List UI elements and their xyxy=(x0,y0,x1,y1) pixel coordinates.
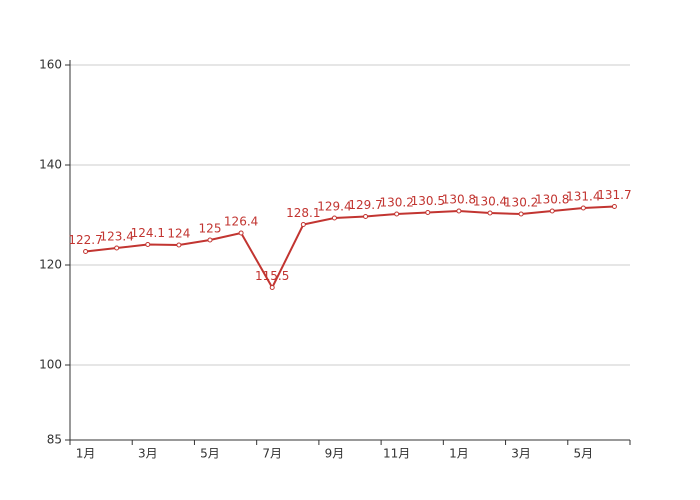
point xyxy=(425,210,431,215)
value-label: 130.8 xyxy=(442,193,476,207)
value-label: 130.8 xyxy=(535,193,569,207)
x-tick-label: 3月 xyxy=(138,447,158,461)
x-tick-label: 1月 xyxy=(449,447,469,461)
x-tick-label: 9月 xyxy=(325,447,345,461)
x-tick-label: 5月 xyxy=(574,447,594,461)
x-tick-label: 3月 xyxy=(511,447,531,461)
value-label: 131.4 xyxy=(566,190,600,204)
y-tick-label: 85 xyxy=(47,433,62,447)
point xyxy=(83,249,89,254)
line xyxy=(85,205,615,290)
point xyxy=(207,237,213,243)
value-label: 130.2 xyxy=(504,196,538,210)
point xyxy=(611,204,617,209)
point xyxy=(238,230,244,236)
point xyxy=(176,242,182,248)
point xyxy=(394,211,400,217)
value-label: 130.4 xyxy=(473,195,507,209)
point xyxy=(456,208,462,214)
y-tick-label: 160 xyxy=(39,58,62,72)
value-label: 128.1 xyxy=(286,206,320,220)
value-label: 130.2 xyxy=(379,196,413,210)
value-label: 129.7 xyxy=(348,198,382,212)
point xyxy=(114,245,120,251)
point xyxy=(145,242,151,247)
point xyxy=(300,222,306,227)
value-label: 130.5 xyxy=(411,194,445,208)
y-tick-label: 120 xyxy=(39,258,62,272)
point xyxy=(549,208,555,214)
point xyxy=(518,211,524,217)
point xyxy=(487,210,493,216)
x-tick-label: 1月 xyxy=(76,447,96,461)
point xyxy=(269,285,275,290)
x-tick-label: 7月 xyxy=(262,447,282,461)
value-label: 125 xyxy=(199,222,222,236)
value-label: 115.5 xyxy=(255,269,289,283)
point xyxy=(363,214,369,219)
x-tick-label: 5月 xyxy=(200,447,220,461)
value-label: 126.4 xyxy=(224,215,258,229)
point xyxy=(331,215,337,221)
value-label: 124.1 xyxy=(131,226,165,240)
y-tick-label: 140 xyxy=(39,158,62,172)
point xyxy=(580,205,586,211)
value-label: 129.4 xyxy=(317,200,351,214)
y-tick-label: 100 xyxy=(39,358,62,372)
value-label: 131.7 xyxy=(597,188,631,202)
value-label: 123.4 xyxy=(99,230,133,244)
x-tick-label: 11月 xyxy=(383,447,410,461)
value-label: 124 xyxy=(167,227,190,241)
value-label: 122.7 xyxy=(68,233,102,247)
